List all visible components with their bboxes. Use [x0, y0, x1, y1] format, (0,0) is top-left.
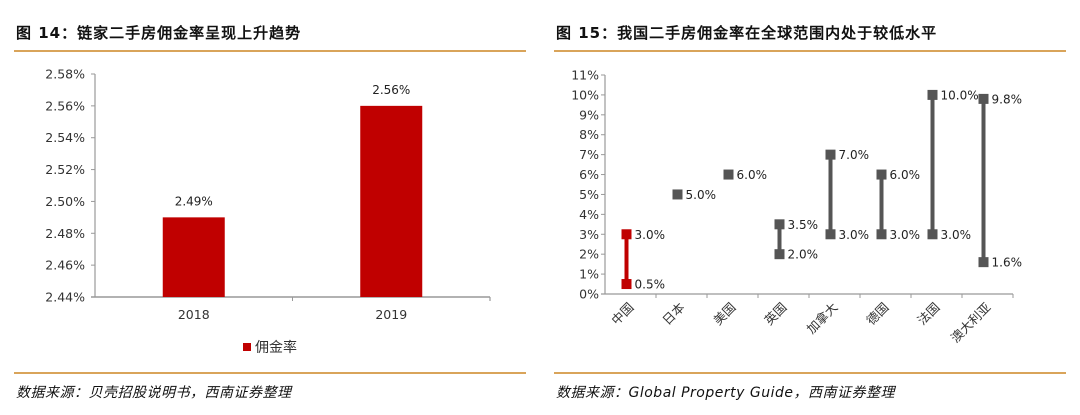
y-tick-label: 2.58% [45, 67, 85, 82]
low-label: 2.0% [788, 248, 819, 262]
legend-label: 佣金率 [255, 339, 297, 356]
high-label: 7.0% [839, 148, 870, 162]
data-label: 2.56% [372, 83, 410, 97]
y-tick-label: 2.56% [45, 98, 85, 113]
y-tick-label: 0% [579, 287, 599, 302]
bar-2019 [360, 105, 423, 297]
high-marker [672, 189, 683, 200]
low-marker [927, 229, 938, 240]
high-label: 6.0% [737, 168, 768, 182]
high-marker [621, 229, 632, 240]
low-label: 3.0% [941, 228, 972, 242]
global-commission-range-chart: 0% 1% 2% 3% 4% 5% 6% 7% 8% 9% 10% 11% 3.0% 0.5% 中国 5.0%… [571, 68, 1023, 346]
source-rule [554, 372, 1066, 374]
high-label: 10.0% [941, 88, 979, 102]
source-rule [14, 372, 526, 374]
low-label: 0.5% [635, 278, 666, 292]
figure-15-source: 数据来源：Global Property Guide，西南证券整理 [556, 385, 895, 401]
y-tick-label: 5% [579, 187, 599, 202]
y-tick-label: 10% [571, 87, 599, 102]
x-tick-label: 法国 [914, 300, 942, 328]
y-tick-label: 3% [579, 227, 599, 242]
high-marker [825, 149, 836, 160]
bar-2018 [162, 217, 225, 297]
low-label: 3.0% [839, 228, 870, 242]
high-marker [723, 169, 734, 180]
high-marker [774, 219, 785, 230]
high-marker [978, 93, 989, 104]
y-tick-label: 4% [579, 207, 599, 222]
high-marker [927, 89, 938, 100]
x-tick-label: 加拿大 [803, 300, 840, 337]
y-tick-label: 2.44% [45, 290, 85, 305]
low-marker [825, 229, 836, 240]
legend-swatch [243, 343, 251, 351]
high-label: 9.8% [992, 92, 1023, 106]
y-tick-label: 2% [579, 247, 599, 262]
y-tick-label: 7% [579, 147, 599, 162]
y-tick-label: 1% [579, 267, 599, 282]
high-label: 6.0% [890, 168, 921, 182]
figure-15-panel: 图 15：我国二手房佣金率在全球范围内处于较低水平 0% 1% 2% 3% 4% 5% 6%… [540, 0, 1080, 415]
x-tick-label: 2019 [375, 307, 407, 322]
title-rule [554, 50, 1066, 52]
figure-14-panel: 图 14：链家二手房佣金率呈现上升趋势 2.44% 2.46% 2.48% 2.50%… [14, 24, 526, 401]
y-tick-label: 6% [579, 167, 599, 182]
title-rule [14, 50, 526, 52]
y-tick-label: 11% [571, 68, 599, 83]
x-tick-label: 日本 [659, 299, 688, 328]
commission-bar-chart: 2.44% 2.46% 2.48% 2.50% 2.52% 2.54% 2.56% 2.58%… [45, 67, 491, 356]
x-tick-label: 德国 [863, 300, 891, 328]
low-marker [978, 257, 989, 268]
figure-14-title: 图 14：链家二手房佣金率呈现上升趋势 [16, 24, 302, 42]
x-tick-label: 2018 [178, 307, 210, 322]
low-label: 1.6% [992, 256, 1023, 270]
y-tick-label: 2.50% [45, 194, 85, 209]
low-marker [774, 249, 785, 260]
y-tick-label: 2.54% [45, 130, 85, 145]
y-tick-label: 8% [579, 127, 599, 142]
figure-15-title: 图 15：我国二手房佣金率在全球范围内处于较低水平 [556, 24, 938, 42]
low-label: 3.0% [890, 228, 921, 242]
low-marker [621, 279, 632, 290]
low-marker [876, 229, 887, 240]
y-tick-label: 2.46% [45, 258, 85, 273]
x-tick-label: 英国 [761, 300, 789, 328]
x-tick-label: 美国 [710, 300, 738, 328]
x-tick-label: 中国 [608, 300, 636, 328]
high-label: 5.0% [686, 188, 717, 202]
high-label: 3.0% [635, 228, 666, 242]
x-tick-label: 澳大利亚 [948, 300, 994, 346]
high-label: 3.5% [788, 218, 819, 232]
y-tick-label: 2.52% [45, 162, 85, 177]
y-tick-label: 2.48% [45, 226, 85, 241]
y-tick-label: 9% [579, 107, 599, 122]
data-label: 2.49% [175, 194, 213, 208]
figure-14-source: 数据来源：贝壳招股说明书，西南证券整理 [16, 385, 292, 401]
high-marker [876, 169, 887, 180]
